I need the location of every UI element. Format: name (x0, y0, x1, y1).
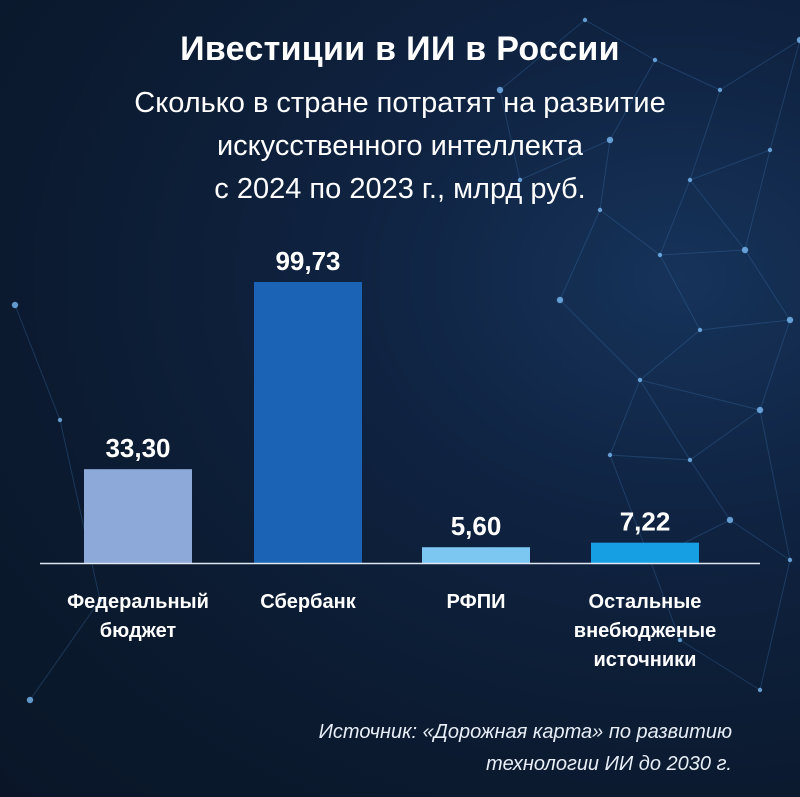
network-line (759, 319, 791, 411)
network-node (741, 246, 749, 254)
bar (84, 469, 192, 563)
network-line (689, 459, 731, 521)
bar (591, 542, 699, 563)
network-line (609, 454, 691, 461)
network-line (689, 149, 771, 181)
network-line (14, 304, 61, 421)
network-line (559, 209, 601, 301)
network-line (29, 599, 101, 701)
network-line (719, 39, 800, 91)
bar (422, 547, 530, 563)
data-label: 33,30 (105, 433, 170, 463)
network-line (679, 639, 761, 691)
network-node (582, 17, 588, 23)
network-node (767, 147, 773, 153)
network-node (517, 177, 523, 183)
network-line (639, 379, 691, 461)
category-label: Сбербанк (260, 591, 356, 613)
network-node (556, 296, 564, 304)
network-node (796, 36, 800, 44)
network-line (689, 179, 746, 251)
network-node (657, 252, 663, 258)
network-node (756, 406, 764, 414)
category-label: РФПИ (446, 591, 506, 613)
network-line (499, 19, 586, 91)
network-line (599, 139, 611, 211)
network-node (652, 57, 658, 63)
bar (254, 282, 362, 563)
data-label: 7,22 (620, 507, 671, 537)
network-line (769, 39, 800, 151)
network-node (787, 557, 793, 563)
network-node (687, 457, 693, 463)
data-label: 99,73 (275, 246, 340, 276)
network-node (687, 177, 693, 183)
network-line (699, 319, 791, 331)
data-label: 5,60 (451, 511, 502, 541)
chart-title: Ивестиции в ИИ в России (180, 30, 620, 68)
network-line (599, 209, 661, 256)
network-line (759, 409, 791, 561)
network-node (697, 327, 703, 333)
network-line (519, 139, 611, 181)
category-label: Остальные внебюдженые источники (573, 591, 717, 671)
network-node (11, 301, 19, 309)
network-node (677, 637, 683, 643)
network-node (496, 86, 504, 94)
network-line (729, 519, 791, 561)
chart-subtitle: Сколько в стране потратят на развитие ис… (134, 87, 666, 205)
network-node (597, 207, 603, 213)
network-line (744, 249, 791, 321)
network-line (659, 179, 691, 256)
network-line (659, 254, 701, 331)
network-line (659, 249, 746, 256)
network-line (559, 299, 641, 381)
network-line (609, 59, 656, 141)
source-note: Источник: «Дорожная карта» по развитию т… (318, 721, 732, 775)
network-node (637, 377, 643, 383)
network-node (726, 516, 734, 524)
network-node (97, 597, 103, 603)
network-node (607, 452, 613, 458)
network-line (649, 559, 681, 641)
network-line (609, 379, 641, 456)
category-label: Федеральный бюджет (67, 591, 209, 642)
network-node (26, 696, 34, 704)
network-line (744, 149, 771, 251)
network-line (59, 419, 101, 601)
network-line (584, 19, 656, 61)
network-line (639, 379, 761, 411)
network-node (717, 87, 723, 93)
network-line (689, 89, 721, 181)
network-node (606, 136, 614, 144)
network-line (499, 89, 521, 181)
network-line (639, 329, 701, 381)
network-line (609, 454, 651, 561)
network-line (759, 559, 791, 691)
network-line (654, 59, 721, 91)
network-node (57, 417, 63, 423)
network-node (757, 687, 763, 693)
network-node (786, 316, 794, 324)
network-line (689, 409, 761, 461)
